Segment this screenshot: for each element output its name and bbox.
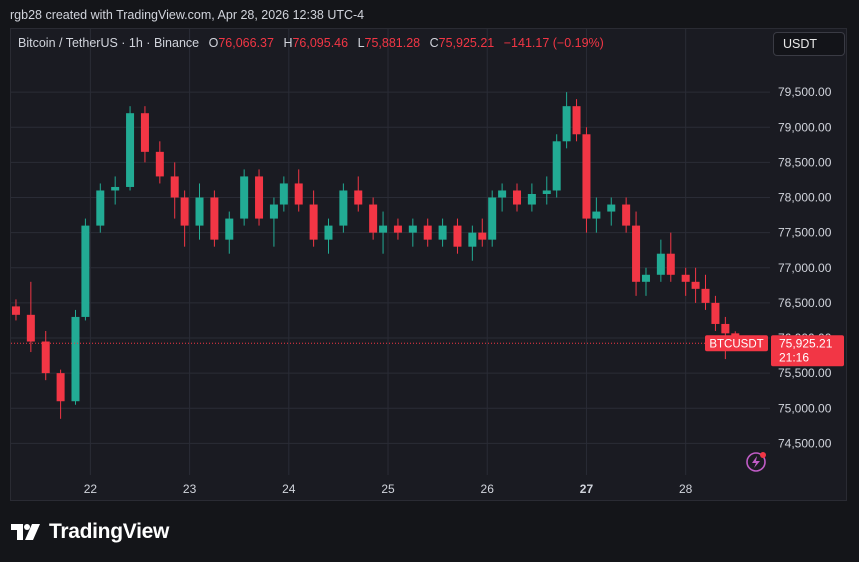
candle-body bbox=[488, 197, 497, 240]
y-tick-label: 77,500.00 bbox=[778, 226, 832, 240]
lightning-alert-bolt bbox=[752, 456, 760, 468]
y-tick-label: 79,500.00 bbox=[778, 85, 832, 99]
symbol-description[interactable]: Bitcoin / TetherUS · 1h · Binance bbox=[18, 36, 200, 50]
tradingview-logo-icon bbox=[11, 524, 40, 540]
candle-body bbox=[513, 190, 521, 205]
brand-name: TradingView bbox=[49, 520, 170, 543]
candle-body bbox=[527, 193, 536, 205]
candle-body bbox=[26, 314, 35, 342]
candle-body bbox=[468, 232, 477, 247]
candle-body bbox=[41, 341, 50, 374]
candle-body bbox=[56, 373, 65, 402]
candle-body bbox=[632, 225, 641, 282]
candle-body bbox=[354, 190, 363, 205]
alert-notification-dot bbox=[760, 452, 766, 458]
chart-pane[interactable] bbox=[10, 28, 847, 501]
x-tick-label: 22 bbox=[84, 482, 98, 496]
candle-body bbox=[324, 225, 333, 240]
ticker-tag-background bbox=[705, 335, 768, 352]
price-tag-background bbox=[771, 335, 844, 367]
candle-body bbox=[81, 225, 90, 317]
close-value: 75,925.21 bbox=[438, 36, 495, 50]
y-tick-label: 74,500.00 bbox=[778, 436, 832, 450]
low-value: 75,881.28 bbox=[364, 36, 421, 50]
candle-body bbox=[279, 183, 288, 205]
y-tick-label: 76,500.00 bbox=[778, 296, 832, 310]
candle-body bbox=[691, 281, 700, 289]
candle-body bbox=[552, 141, 561, 191]
candle-body bbox=[438, 225, 447, 240]
candle-body bbox=[11, 306, 20, 315]
candle-body bbox=[562, 106, 571, 142]
candle-body bbox=[542, 190, 551, 194]
candle-body bbox=[711, 302, 720, 324]
lightning-alert-icon bbox=[746, 452, 766, 472]
candle-body bbox=[111, 186, 120, 191]
candle-body bbox=[423, 225, 432, 240]
low-label: L bbox=[357, 36, 365, 50]
candle-body bbox=[622, 204, 631, 226]
candle-body bbox=[255, 176, 264, 219]
candle-body bbox=[478, 232, 487, 240]
candle-body bbox=[666, 253, 675, 275]
candle-body bbox=[155, 151, 164, 177]
candle-body bbox=[309, 204, 318, 240]
change-value: −141.17 (−0.19%) bbox=[503, 36, 604, 50]
y-tick-label: 77,000.00 bbox=[778, 261, 832, 275]
open-label: O bbox=[208, 36, 219, 50]
price-tag-value: 75,925.21 bbox=[779, 336, 833, 350]
x-tick-label: 23 bbox=[183, 482, 197, 496]
candle-body bbox=[240, 176, 249, 219]
y-tick-label: 78,500.00 bbox=[778, 155, 832, 169]
candle-body bbox=[607, 204, 616, 212]
candle-body bbox=[681, 274, 690, 282]
candle-body bbox=[180, 197, 189, 226]
candle-body bbox=[140, 113, 149, 152]
candle-body bbox=[210, 197, 219, 240]
candle-body bbox=[379, 225, 388, 233]
candle-body bbox=[170, 176, 179, 198]
candle-body bbox=[582, 134, 591, 219]
candle-body bbox=[656, 253, 665, 275]
candle-body bbox=[721, 323, 730, 334]
candle-body bbox=[294, 183, 303, 205]
candle-body bbox=[269, 204, 278, 219]
x-tick-label: 25 bbox=[381, 482, 395, 496]
candle-body bbox=[195, 197, 204, 226]
price-tag-countdown: 21:16 bbox=[779, 350, 809, 364]
candle-body bbox=[96, 190, 105, 226]
high-value: 76,095.46 bbox=[292, 36, 349, 50]
candle-body bbox=[408, 225, 417, 233]
tradingview-brand: TradingView bbox=[11, 520, 169, 544]
y-tick-label: 78,000.00 bbox=[778, 191, 832, 205]
y-tick-label: 79,000.00 bbox=[778, 120, 832, 134]
candle-body bbox=[126, 113, 135, 187]
candle-body bbox=[339, 190, 348, 226]
ohlc-legend: Bitcoin / TetherUS · 1h · Binance O76,06… bbox=[18, 36, 604, 50]
candle-body bbox=[369, 204, 378, 233]
candle-body bbox=[572, 106, 581, 135]
ticker-tag: BTCUSDT bbox=[709, 338, 763, 350]
open-value: 76,066.37 bbox=[218, 36, 274, 50]
candle-body bbox=[225, 218, 234, 240]
candle-body bbox=[393, 225, 402, 233]
chart-attribution: rgb28 created with TradingView.com, Apr … bbox=[10, 8, 365, 22]
candle-body bbox=[71, 316, 80, 402]
candle-body bbox=[641, 274, 650, 282]
currency-button[interactable]: USDT bbox=[773, 32, 845, 56]
candle-body bbox=[453, 225, 462, 247]
candle-body bbox=[592, 211, 601, 219]
high-label: H bbox=[283, 36, 293, 50]
x-tick-label: 27 bbox=[580, 482, 594, 496]
x-tick-label: 28 bbox=[679, 482, 693, 496]
candle-body bbox=[498, 190, 507, 198]
close-label: C bbox=[429, 36, 439, 50]
x-tick-label: 24 bbox=[282, 482, 296, 496]
candle-body bbox=[701, 288, 710, 303]
y-tick-label: 75,500.00 bbox=[778, 366, 832, 380]
y-tick-label: 75,000.00 bbox=[778, 401, 832, 415]
x-tick-label: 26 bbox=[481, 482, 495, 496]
